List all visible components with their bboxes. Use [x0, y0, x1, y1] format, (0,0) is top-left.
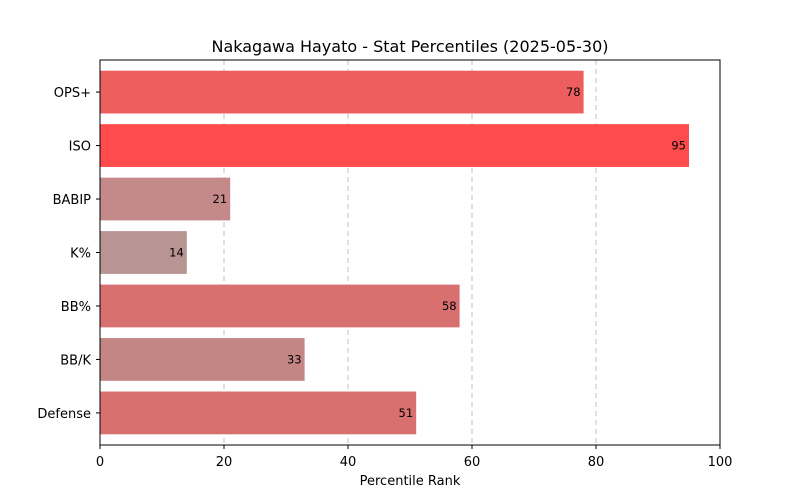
- y-tick-label: Defense: [37, 407, 91, 422]
- y-tick-label: BABIP: [53, 193, 92, 208]
- y-tick-label: K%: [70, 247, 91, 262]
- bar-k-: [100, 231, 187, 274]
- data-label: 21: [213, 192, 228, 206]
- data-labels: 78 95 21 14 58 33 51: [169, 85, 686, 420]
- data-label: 33: [287, 352, 302, 366]
- data-label: 58: [442, 299, 457, 313]
- bar-iso: [100, 124, 689, 167]
- grid-lines: [223, 60, 597, 445]
- data-label: 14: [169, 246, 184, 260]
- y-tick-label: ISO: [69, 140, 91, 155]
- data-label: 95: [671, 139, 686, 153]
- bar-bb-: [100, 284, 460, 328]
- chart-title: Nakagawa Hayato - Stat Percentiles (2025…: [211, 37, 608, 56]
- data-label: 51: [399, 406, 414, 420]
- y-axis-ticks: OPS+ ISO BABIP K% BB% BB/K Defense: [37, 86, 100, 422]
- bar-ops-: [100, 70, 584, 114]
- bar-bb-k: [100, 338, 305, 381]
- x-tick-label: 40: [340, 455, 357, 470]
- x-tick-label: 0: [96, 455, 104, 470]
- x-tick-label: 100: [708, 455, 733, 470]
- x-tick-label: 60: [464, 455, 481, 470]
- x-axis-ticks: 0 20 40 60 80 100: [96, 445, 733, 470]
- y-tick-label: BB/K: [60, 353, 91, 368]
- x-tick-label: 20: [216, 455, 233, 470]
- plot-frame: [99, 59, 721, 446]
- y-tick-label: OPS+: [54, 86, 91, 101]
- y-tick-label: BB%: [61, 300, 91, 315]
- bars: [100, 70, 689, 435]
- x-axis-title: Percentile Rank: [360, 474, 461, 489]
- data-label: 78: [566, 85, 581, 99]
- bar-defense: [100, 391, 417, 435]
- bar-babip: [100, 177, 231, 221]
- x-tick-label: 80: [588, 455, 605, 470]
